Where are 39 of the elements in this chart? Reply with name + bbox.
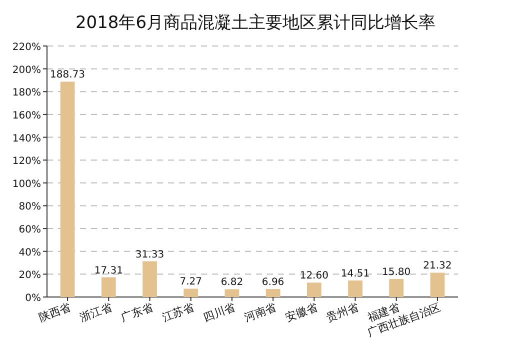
bar (389, 278, 404, 297)
bar (142, 261, 157, 297)
y-tick-label: 140% (12, 133, 41, 144)
x-tick-label: 贵州省 (324, 300, 360, 324)
bar (101, 277, 116, 297)
data-label: 7.27 (180, 276, 202, 288)
data-label: 15.80 (382, 266, 411, 278)
y-tick-label: 200% (12, 64, 41, 76)
x-tick-label: 四川省 (202, 300, 237, 324)
y-tick-label: 180% (12, 88, 41, 99)
bar (184, 288, 198, 297)
bar (306, 282, 322, 297)
y-tick-label: 160% (12, 110, 41, 122)
y-tick-label: 80% (18, 202, 41, 213)
data-label: 12.60 (300, 270, 328, 282)
y-tick-label: 40% (18, 247, 41, 258)
y-tick-label: 20% (18, 270, 41, 282)
x-tick-label: 安徽省 (284, 300, 320, 324)
y-tick-label: 100% (12, 178, 41, 190)
chart-title: 2018年6月商品混凝土主要地区累计同比增长率 (75, 13, 436, 33)
y-tick-label: 220% (12, 42, 41, 53)
data-label: 17.31 (94, 265, 123, 276)
x-tick-label: 江苏省 (160, 300, 196, 324)
x-tick-label: 广东省 (119, 300, 155, 324)
data-label: 14.51 (340, 268, 370, 280)
data-label: 188.73 (50, 70, 86, 81)
x-tick-label: 河南省 (242, 300, 278, 324)
x-tick-label: 浙江省 (78, 300, 114, 324)
data-label: 6.82 (220, 277, 244, 288)
y-tick-label: 60% (18, 224, 41, 236)
bar (430, 272, 445, 297)
data-label: 6.96 (262, 277, 284, 288)
bar (266, 289, 280, 297)
bar (224, 289, 240, 297)
data-label: 21.32 (423, 260, 452, 272)
bar (348, 280, 362, 297)
bar (60, 82, 75, 297)
data-label: 31.33 (135, 249, 164, 260)
y-tick-label: 120% (12, 156, 41, 168)
